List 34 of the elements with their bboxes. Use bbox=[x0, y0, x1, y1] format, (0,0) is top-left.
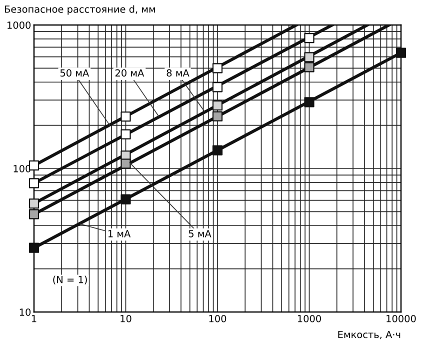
x-tick-label: 10000 bbox=[386, 314, 416, 322]
point bbox=[304, 33, 314, 44]
point bbox=[304, 52, 314, 62]
annotation: 5 мА bbox=[188, 230, 212, 238]
x-tick-label: 1 bbox=[32, 315, 36, 322]
annotation: 1 мА bbox=[108, 230, 131, 238]
x-tick-label: 100 bbox=[209, 314, 226, 322]
y-tick-label: 1000 bbox=[8, 21, 31, 29]
point bbox=[120, 194, 131, 204]
point bbox=[304, 62, 314, 72]
point bbox=[212, 82, 223, 92]
point bbox=[396, 48, 406, 58]
point bbox=[212, 111, 223, 122]
y-tick-label: 10 bbox=[20, 308, 31, 316]
annotation: 8 мА bbox=[166, 69, 190, 77]
point bbox=[28, 160, 40, 171]
x-tick-label: 1000 bbox=[298, 314, 321, 322]
annotation: (N = 1) bbox=[53, 276, 87, 284]
annotation: 50 мА bbox=[60, 69, 90, 77]
point bbox=[212, 63, 223, 74]
point bbox=[212, 100, 223, 111]
point bbox=[120, 112, 131, 122]
point bbox=[28, 209, 40, 220]
x-tick-label: 10 bbox=[120, 314, 132, 322]
point bbox=[28, 198, 40, 209]
y-axis-title: Безопасное расстояние d, мм bbox=[4, 5, 155, 15]
point bbox=[28, 242, 40, 253]
point bbox=[120, 129, 131, 140]
point bbox=[120, 158, 131, 169]
point bbox=[28, 178, 40, 188]
point bbox=[212, 145, 223, 156]
point bbox=[304, 97, 314, 108]
annotation: 20 мА bbox=[115, 69, 144, 77]
x-axis-title: Емкость, А·ч bbox=[338, 330, 400, 340]
